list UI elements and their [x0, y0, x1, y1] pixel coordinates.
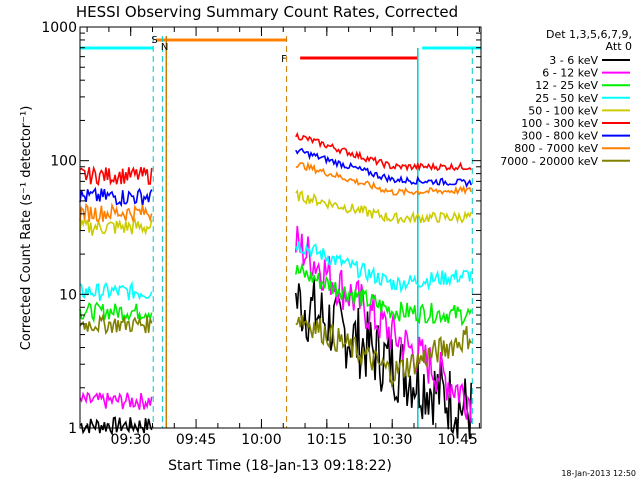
x-tick-label: 10:45: [437, 432, 477, 448]
y-tick-label: 100: [50, 154, 77, 170]
x-tick-label: 09:30: [111, 432, 151, 448]
flag-letter-f: F: [281, 54, 287, 65]
series-trace-7-1: [79, 186, 153, 208]
legend-label: 12 - 25 keV: [535, 79, 598, 92]
x-tick-label: 10:15: [307, 432, 347, 448]
legend-label: 50 - 100 keV: [528, 104, 598, 117]
series-trace-4-2: [295, 241, 472, 294]
series-trace-3-2: [295, 262, 472, 327]
plot-frame: [79, 26, 482, 429]
legend-header-line: Det 1,3,5,6,7,9,: [546, 28, 632, 41]
series-trace-4-1: [79, 280, 153, 302]
x-tick-label: 10:30: [372, 432, 412, 448]
y-tick-label: 10: [59, 287, 77, 303]
legend-label: 3 - 6 keV: [549, 54, 598, 67]
series-trace-6-2: [295, 131, 472, 172]
legend-header-line: Att 0: [606, 40, 632, 53]
series-trace-8-2: [295, 161, 472, 197]
series-trace-6-1: [79, 165, 153, 187]
legend-label: 25 - 50 keV: [535, 92, 598, 105]
chart-title: HESSI Observing Summary Count Rates, Cor…: [76, 3, 458, 21]
legend-label: 800 - 7000 keV: [514, 142, 598, 155]
series-trace-3-1: [79, 301, 153, 324]
y-tick-label: 1: [68, 421, 77, 437]
legend-label: 100 - 300 keV: [521, 117, 598, 130]
legend-label: 7000 - 20000 keV: [500, 155, 598, 168]
series-trace-9-2: [295, 314, 472, 389]
x-tick-label: 10:00: [241, 432, 281, 448]
series-trace-2-1: [79, 391, 153, 410]
y-tick-label: 1000: [41, 20, 77, 36]
series-trace-1-1: [79, 416, 153, 437]
series-trace-8-1: [79, 202, 153, 223]
flag-letter-n: N: [161, 42, 168, 53]
x-tick-label: 09:45: [176, 432, 216, 448]
series-trace-5-1: [79, 216, 153, 236]
series-trace-2-2: [295, 225, 472, 424]
plot-timestamp: 18-Jan-2013 12:50: [561, 469, 636, 478]
x-axis-label: Start Time (18-Jan-13 09:18:22): [168, 458, 392, 474]
legend-label: 6 - 12 keV: [542, 67, 598, 80]
flag-letter-s: S: [151, 35, 157, 46]
series-trace-5-2: [295, 189, 472, 225]
series-trace-9-1: [79, 313, 153, 336]
legend-label: 300 - 800 keV: [521, 130, 598, 143]
y-axis-label: Corrected Count Rate (s⁻¹ detector⁻¹): [19, 106, 34, 351]
series-trace-7-2: [295, 147, 472, 189]
